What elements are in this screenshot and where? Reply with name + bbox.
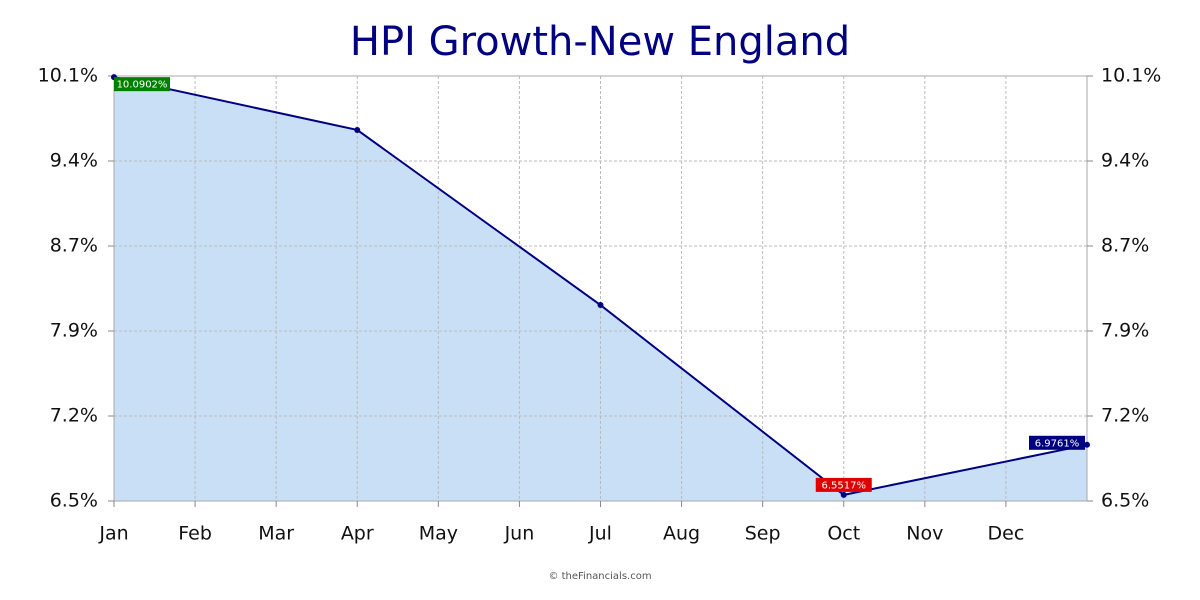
source: © theFinancials.com — [548, 571, 651, 582]
x-tick-label: Sep — [745, 523, 781, 545]
y-tick-label: 8.7% — [50, 235, 98, 257]
y2-tick-label: 10.1% — [1101, 65, 1161, 87]
point — [597, 302, 604, 309]
y-tick-label: 10.1% — [38, 65, 98, 87]
y2-tick-label: 9.4% — [1101, 150, 1149, 172]
y2-tick-label: 6.5% — [1101, 490, 1149, 512]
x-tick-label: Apr — [341, 523, 374, 545]
x-tick-label: Feb — [178, 523, 212, 545]
x-tick-label: May — [419, 523, 458, 545]
x-tick-label: Dec — [988, 523, 1025, 545]
y-tick-label: 6.5% — [50, 490, 98, 512]
chart-title: HPI Growth-New England — [350, 19, 850, 65]
y-tick-label: 7.9% — [50, 320, 98, 342]
data-label: 10.0902% — [117, 80, 168, 91]
x-tick-label: Mar — [258, 523, 294, 545]
data-label: 6.9761% — [1035, 438, 1080, 449]
x-tick-label: Oct — [827, 523, 860, 545]
x-tick-label: Nov — [906, 523, 943, 545]
y-tick-label: 7.2% — [50, 405, 98, 427]
data-label-bg — [815, 477, 872, 492]
data-label: 6.5517% — [822, 480, 867, 491]
y-tick-label: 9.4% — [50, 150, 98, 172]
data-label-bg — [1029, 435, 1085, 450]
point — [840, 491, 847, 498]
data-label-bg — [114, 77, 170, 92]
point — [1084, 441, 1090, 448]
y2-tick-label: 8.7% — [1101, 235, 1149, 257]
point — [354, 126, 361, 133]
y2-tick-label: 7.9% — [1101, 320, 1149, 342]
x-tick-label: Jul — [588, 523, 612, 545]
y2-tick-label: 7.2% — [1101, 405, 1149, 427]
x-tick-label: Jan — [98, 523, 128, 545]
x-tick-label: Aug — [663, 523, 700, 545]
x-tick-label: Jun — [504, 523, 535, 545]
